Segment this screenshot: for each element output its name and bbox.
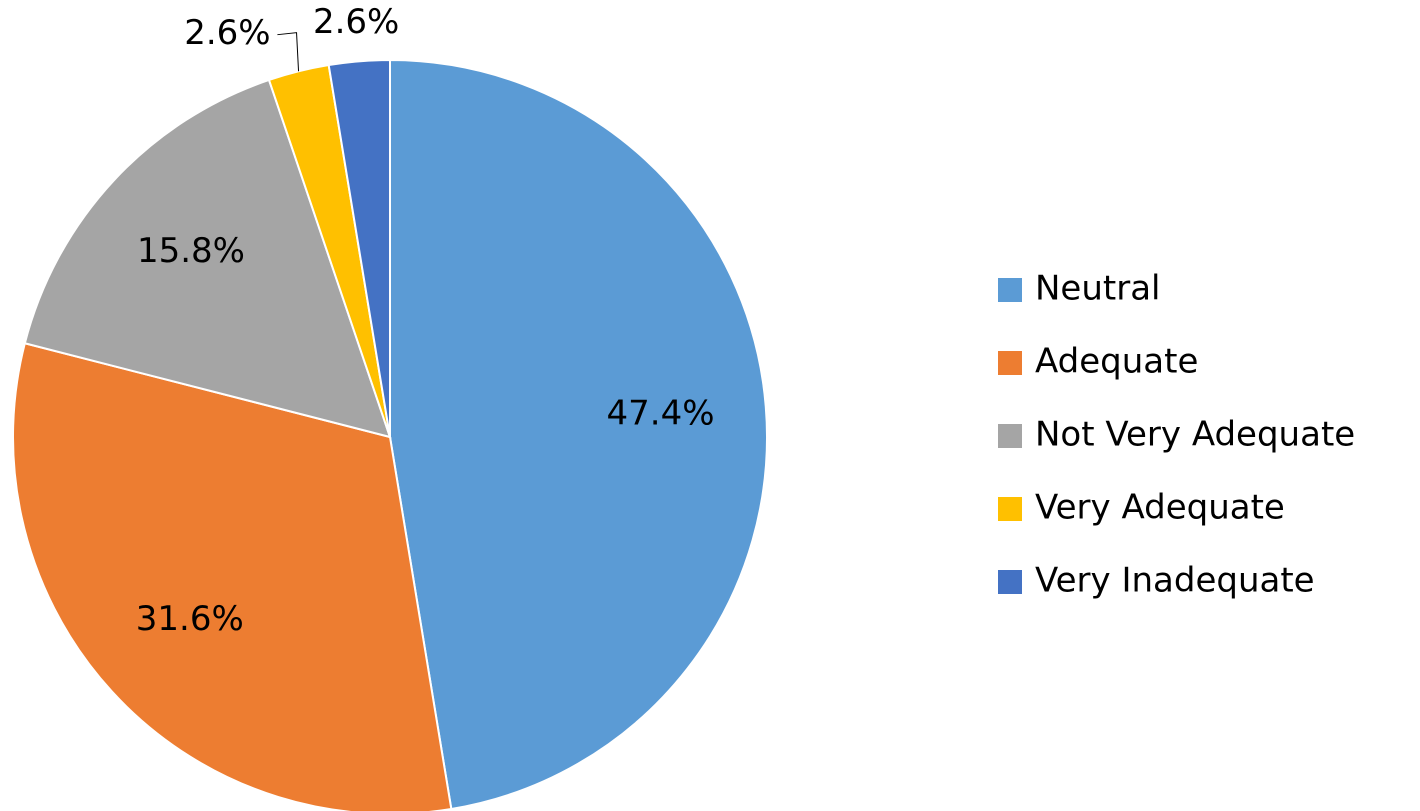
legend-label: Very Adequate [1035,488,1285,528]
pie-slice [327,58,391,438]
leader-line [277,32,300,72]
legend-swatch [998,351,1022,375]
data-label: 2.6% [184,13,270,53]
pie-slice [389,58,768,811]
legend-swatch [998,570,1022,594]
legend-swatch [998,278,1022,302]
data-label: 15.8% [137,231,245,271]
legend-label: Not Very Adequate [1035,415,1355,455]
pie-slice [12,342,453,811]
legend-label: Adequate [1035,342,1198,382]
data-label: 2.6% [313,2,399,42]
legend-swatch [998,424,1022,448]
legend-label: Neutral [1035,269,1161,309]
data-label: 47.4% [607,393,715,433]
legend-swatch [998,497,1022,521]
data-label: 31.6% [136,599,244,639]
legend-label: Very Inadequate [1035,561,1315,601]
